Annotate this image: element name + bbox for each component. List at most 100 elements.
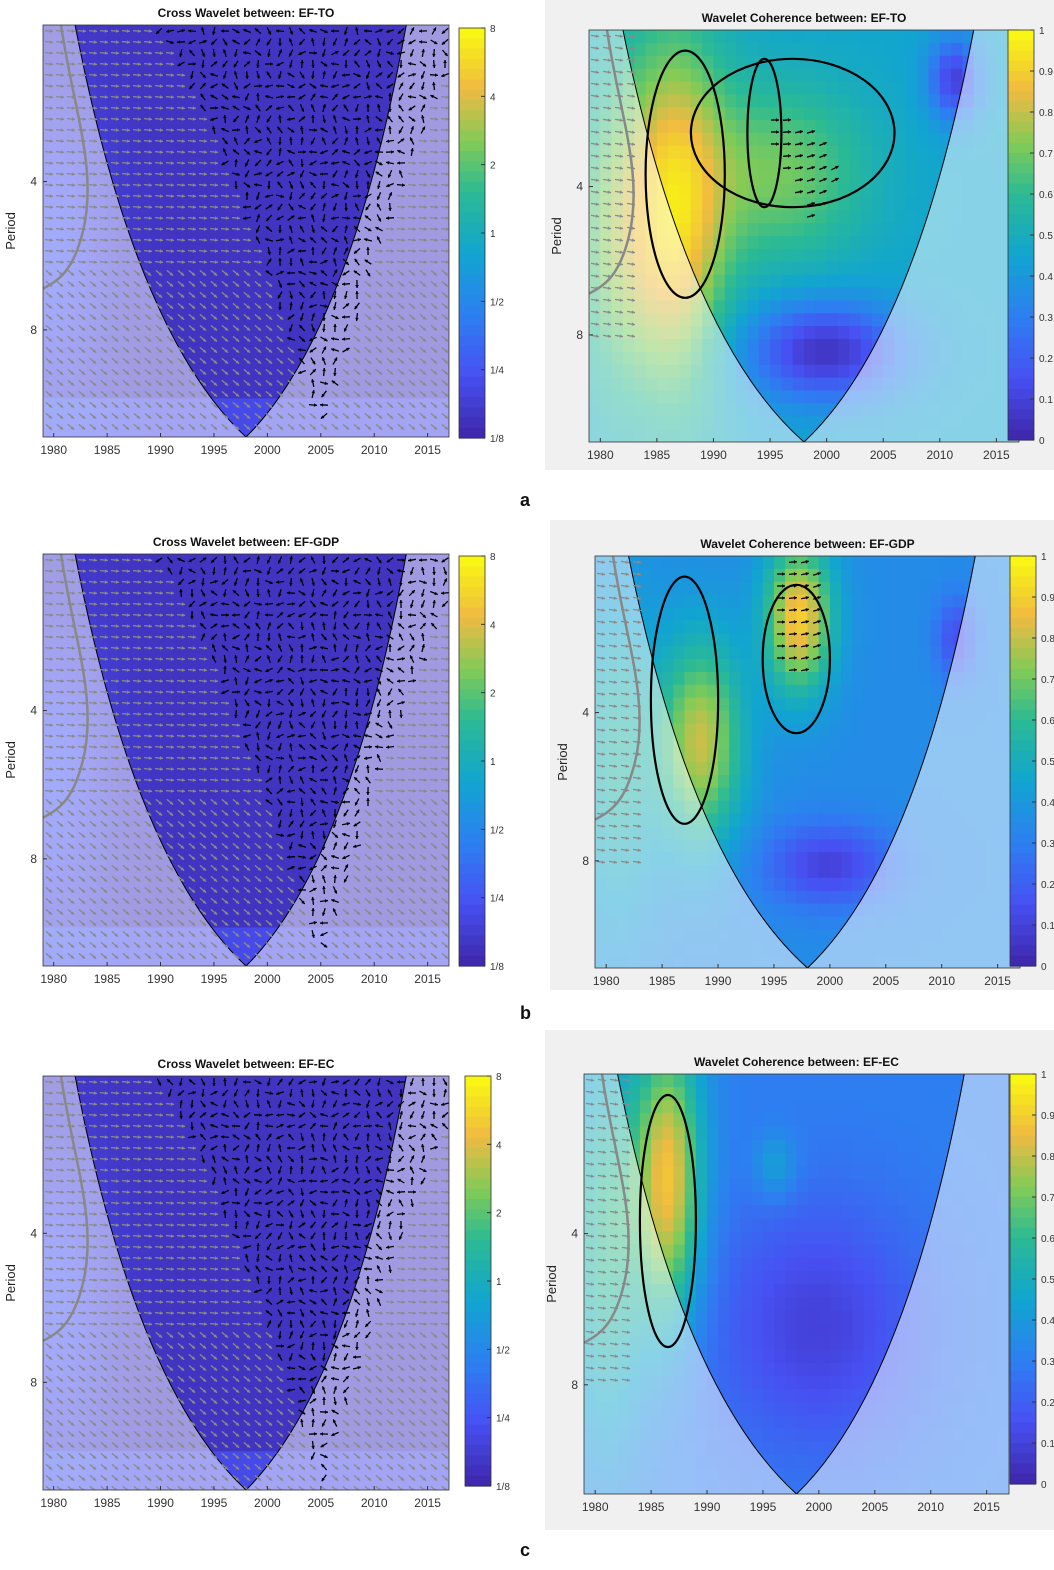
phase-arrow-head (60, 106, 64, 110)
heatmap-cell (246, 243, 258, 258)
heatmap-cell (792, 274, 805, 289)
heatmap-cell (246, 89, 258, 103)
phase-arrow-head (422, 349, 427, 353)
phase-arrow-head (136, 393, 141, 397)
heatmap-cell (171, 308, 183, 322)
heatmap-cell (192, 166, 204, 181)
phase-arrow-head (444, 294, 449, 298)
heatmap-cell (781, 197, 794, 211)
phase-arrow-head (147, 338, 152, 342)
heatmap-cell (256, 372, 268, 387)
phase-arrow-head (210, 94, 214, 99)
heatmap-cell (192, 346, 204, 361)
heatmap-cell (883, 120, 896, 134)
phase-arrow-head (234, 53, 238, 57)
phase-arrow-head (288, 53, 293, 57)
phase-arrow-head (256, 214, 260, 218)
heatmap-cell (149, 269, 162, 284)
heatmap-cell (917, 55, 930, 70)
phase-arrow-head (71, 62, 75, 66)
heatmap-cell (804, 377, 816, 392)
heatmap-cell (246, 179, 258, 193)
heatmap-cell (849, 55, 862, 70)
phase-arrow-head (243, 29, 247, 33)
heatmap-cell (213, 179, 226, 193)
heatmap-cell (267, 231, 279, 245)
phase-arrow-head (115, 139, 119, 143)
heatmap-cell (299, 192, 311, 206)
heatmap-cell (747, 30, 760, 44)
phase-arrow-head (71, 216, 75, 220)
heatmap-cell (690, 184, 703, 198)
phase-arrow-head (434, 249, 438, 253)
heatmap-cell (905, 30, 918, 44)
heatmap-cell (770, 351, 782, 366)
heatmap-cell (278, 218, 290, 232)
phase-arrow-head (257, 129, 261, 133)
phase-arrow-head (331, 29, 334, 33)
heatmap-cell (203, 372, 215, 387)
phase-arrow-head (257, 349, 262, 353)
phase-arrow-head (411, 393, 416, 397)
phase-arrow-head (115, 128, 119, 132)
phase-arrow-head (299, 28, 303, 32)
heatmap-cell (256, 321, 268, 335)
phase-arrow-head (400, 305, 405, 309)
heatmap-cell (724, 120, 737, 134)
phase-arrow-head (137, 150, 141, 154)
heatmap-cell (224, 243, 236, 258)
heatmap-cell (724, 261, 737, 276)
heatmap-cell (181, 321, 194, 335)
phase-arrow-head (398, 104, 402, 109)
heatmap-cell (203, 231, 215, 245)
heatmap-cell (149, 153, 162, 168)
heatmap-cell (804, 184, 816, 198)
heatmap-cell (256, 205, 268, 219)
phase-arrow-head (320, 415, 325, 419)
heatmap-cell (235, 269, 247, 284)
phase-arrow-head (159, 260, 163, 264)
heatmap-cell (278, 205, 290, 219)
phase-arrow-head (181, 183, 185, 187)
heatmap-cell (192, 140, 204, 155)
phase-arrow-head (115, 117, 119, 121)
phase-arrow-head (243, 205, 247, 209)
phase-arrow-head (279, 426, 284, 430)
heatmap-cell (181, 231, 194, 245)
phase-arrow-head (289, 185, 294, 189)
heatmap-cell (192, 359, 204, 374)
phase-arrow-head (375, 150, 379, 154)
phase-arrow-head (422, 382, 427, 386)
phase-arrow-head (221, 106, 225, 110)
heatmap-cell (724, 339, 737, 353)
heatmap-cell (352, 166, 365, 181)
heatmap-cell (702, 171, 715, 186)
heatmap-cell (849, 339, 862, 353)
colorbar-cell (459, 407, 485, 419)
heatmap-cell (96, 50, 108, 65)
heatmap-cell (320, 243, 333, 258)
phase-arrow-head (232, 95, 236, 99)
phase-arrow-head (266, 71, 270, 76)
heatmap-cell (203, 50, 215, 65)
heatmap-cell (213, 63, 226, 78)
phase-arrow-head (148, 139, 152, 143)
phase-arrow-head (214, 150, 218, 154)
heatmap-cell (781, 42, 794, 57)
phase-arrow-head (301, 116, 306, 120)
heatmap-cell (804, 326, 816, 340)
phase-arrow-head (411, 349, 416, 353)
heatmap-cell (320, 205, 333, 219)
heatmap-cell (871, 184, 884, 198)
phase-arrow-head (70, 316, 75, 320)
phase-arrow-head (378, 272, 383, 276)
heatmap-cell (792, 171, 805, 186)
phase-arrow-head (59, 371, 64, 375)
phase-arrow-head (126, 51, 130, 55)
heatmap-cell (149, 25, 162, 39)
phase-arrow-head (268, 404, 273, 408)
heatmap-cell (192, 179, 204, 193)
heatmap-cell (203, 218, 215, 232)
heatmap-cell (160, 205, 172, 219)
x-tick-label: 1980 (40, 443, 67, 457)
